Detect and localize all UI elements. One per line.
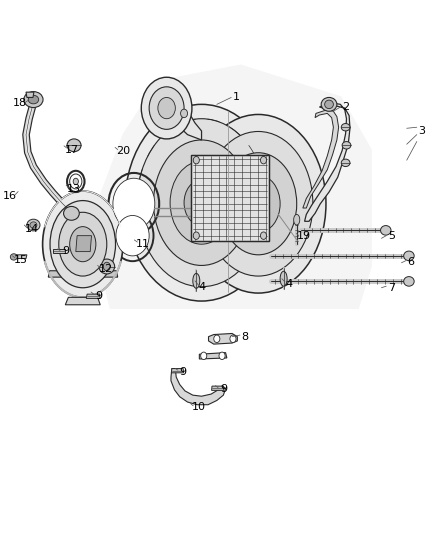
Ellipse shape (158, 98, 175, 119)
Ellipse shape (261, 232, 267, 239)
Ellipse shape (149, 87, 184, 130)
Polygon shape (48, 271, 118, 277)
Text: 9: 9 (180, 367, 187, 377)
Text: 17: 17 (65, 144, 79, 155)
Text: 9: 9 (220, 384, 227, 394)
Ellipse shape (280, 271, 287, 286)
Ellipse shape (125, 104, 278, 301)
Polygon shape (53, 249, 65, 253)
Text: 8: 8 (242, 332, 249, 342)
Text: 7: 7 (388, 283, 395, 293)
Text: 16: 16 (4, 191, 17, 201)
Text: 19: 19 (297, 231, 311, 241)
Ellipse shape (230, 335, 236, 343)
Text: 3: 3 (419, 126, 426, 136)
Ellipse shape (204, 132, 313, 276)
Ellipse shape (184, 180, 219, 225)
Text: 15: 15 (13, 255, 27, 264)
Ellipse shape (103, 262, 110, 271)
Polygon shape (86, 294, 100, 298)
Ellipse shape (261, 157, 267, 164)
Ellipse shape (64, 206, 79, 220)
Ellipse shape (193, 273, 200, 288)
Ellipse shape (27, 219, 40, 231)
Ellipse shape (11, 254, 17, 260)
Text: 9: 9 (95, 290, 102, 301)
Text: 12: 12 (99, 264, 113, 274)
Text: 18: 18 (12, 98, 27, 108)
Polygon shape (76, 236, 92, 252)
Polygon shape (199, 353, 227, 359)
Polygon shape (208, 334, 237, 344)
Text: 11: 11 (136, 239, 150, 248)
Text: 9: 9 (62, 246, 69, 255)
Ellipse shape (67, 139, 81, 152)
Ellipse shape (24, 92, 43, 108)
Polygon shape (212, 386, 224, 390)
Ellipse shape (193, 232, 199, 239)
Ellipse shape (70, 227, 96, 262)
Ellipse shape (50, 200, 116, 288)
Ellipse shape (219, 352, 225, 360)
Ellipse shape (28, 95, 39, 104)
Polygon shape (191, 155, 269, 241)
Ellipse shape (141, 77, 192, 139)
Polygon shape (26, 92, 34, 98)
Ellipse shape (99, 259, 115, 274)
Ellipse shape (325, 100, 333, 109)
Text: 2: 2 (342, 102, 349, 112)
Ellipse shape (30, 222, 37, 228)
Polygon shape (65, 297, 100, 305)
Polygon shape (304, 103, 350, 221)
Polygon shape (303, 110, 339, 208)
Polygon shape (13, 255, 27, 259)
Polygon shape (171, 368, 184, 373)
Ellipse shape (404, 251, 414, 261)
Ellipse shape (170, 161, 233, 244)
Text: 4: 4 (285, 279, 293, 288)
Ellipse shape (201, 352, 207, 360)
Ellipse shape (153, 140, 250, 265)
Ellipse shape (342, 142, 351, 149)
Ellipse shape (42, 191, 123, 297)
Ellipse shape (404, 277, 414, 286)
Text: 13: 13 (67, 184, 81, 195)
Polygon shape (97, 64, 372, 309)
Polygon shape (171, 368, 226, 405)
Ellipse shape (341, 159, 350, 166)
Text: 4: 4 (199, 282, 206, 292)
Ellipse shape (220, 153, 297, 255)
Ellipse shape (193, 157, 199, 164)
Text: 10: 10 (191, 402, 205, 413)
Polygon shape (145, 108, 201, 140)
Ellipse shape (293, 214, 300, 225)
Ellipse shape (341, 124, 350, 131)
Text: 5: 5 (388, 231, 395, 241)
Ellipse shape (73, 178, 78, 184)
Ellipse shape (137, 119, 266, 287)
Ellipse shape (116, 215, 149, 256)
Ellipse shape (180, 109, 187, 118)
Ellipse shape (191, 115, 326, 293)
Text: 20: 20 (116, 146, 130, 156)
Ellipse shape (381, 225, 391, 235)
Ellipse shape (59, 212, 107, 276)
Ellipse shape (214, 335, 220, 343)
Ellipse shape (321, 98, 337, 111)
Text: 14: 14 (25, 224, 39, 235)
Text: 6: 6 (408, 257, 415, 267)
Ellipse shape (113, 178, 155, 229)
Ellipse shape (70, 174, 82, 189)
Ellipse shape (237, 175, 280, 232)
Text: 1: 1 (233, 92, 240, 102)
